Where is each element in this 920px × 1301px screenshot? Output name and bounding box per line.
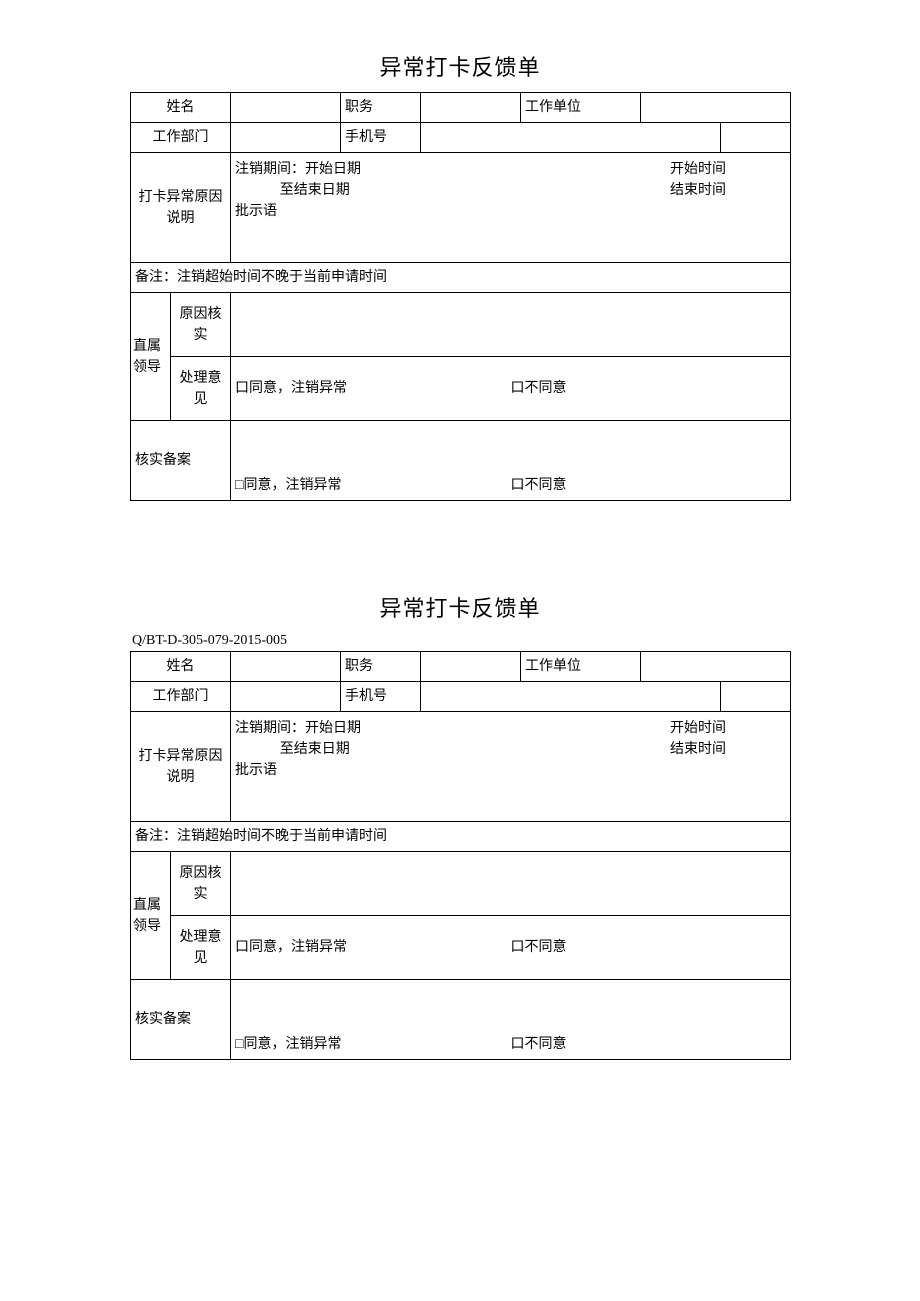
checkbox-agree-2[interactable]: □同意，注销异常: [235, 1034, 511, 1055]
label-work-unit: 工作单位: [521, 93, 641, 123]
field-blank: [721, 682, 791, 712]
label-comment: 批示语: [235, 760, 786, 781]
label-comment: 批示语: [235, 201, 786, 222]
note-text: 备注：注销超始时间不晚于当前申请时间: [131, 822, 791, 852]
label-opinion: 处理意见: [171, 916, 231, 980]
field-work-dept[interactable]: [231, 123, 341, 153]
field-reason[interactable]: 注销期间：开始日期 开始时间 至结束日期 结束时间 批示语: [231, 712, 791, 822]
row-basic-1: 姓名 职务 工作单位: [131, 93, 791, 123]
row-reason: 打卡异常原因说明 注销期间：开始日期 开始时间 至结束日期 结束时间 批示语: [131, 712, 791, 822]
field-position[interactable]: [421, 93, 521, 123]
field-verify-record[interactable]: □同意，注销异常 口不同意: [231, 421, 791, 501]
label-start-time: 开始时间: [670, 718, 786, 739]
field-phone[interactable]: [421, 123, 721, 153]
label-period-start-date: 注销期间：开始日期: [235, 159, 361, 180]
label-verify-record: 核实备案: [131, 421, 231, 501]
label-verify-record: 核实备案: [131, 980, 231, 1060]
row-note: 备注：注销超始时间不晚于当前申请时间: [131, 822, 791, 852]
label-opinion: 处理意见: [171, 357, 231, 421]
label-phone: 手机号: [341, 682, 421, 712]
label-reason: 打卡异常原因说明: [131, 153, 231, 263]
form-1: 异常打卡反馈单 姓名 职务 工作单位 工作部门 手机号: [130, 50, 790, 501]
field-opinion[interactable]: 口同意，注销异常 口不同意: [231, 357, 791, 421]
row-leader-verify: 直属领导 原因核实: [131, 852, 791, 916]
label-period-start-date: 注销期间：开始日期: [235, 718, 361, 739]
label-period-end-date: 至结束日期: [235, 180, 350, 201]
field-opinion[interactable]: 口同意，注销异常 口不同意: [231, 916, 791, 980]
field-reason-verify[interactable]: [231, 852, 791, 916]
checkbox-agree[interactable]: 口同意，注销异常: [235, 937, 511, 958]
checkbox-agree-2[interactable]: □同意，注销异常: [235, 475, 511, 496]
checkbox-disagree[interactable]: 口不同意: [511, 937, 787, 958]
doc-code: Q/BT-D-305-079-2015-005: [132, 633, 790, 649]
row-basic-1: 姓名 职务 工作单位: [131, 652, 791, 682]
page: 异常打卡反馈单 姓名 职务 工作单位 工作部门 手机号: [0, 0, 920, 1190]
row-basic-2: 工作部门 手机号: [131, 123, 791, 153]
label-work-unit: 工作单位: [521, 652, 641, 682]
row-leader-opinion: 处理意见 口同意，注销异常 口不同意: [131, 916, 791, 980]
field-reason-verify[interactable]: [231, 293, 791, 357]
field-work-dept[interactable]: [231, 682, 341, 712]
field-work-unit[interactable]: [641, 93, 791, 123]
feedback-form-table: 姓名 职务 工作单位 工作部门 手机号 打卡异常原因说明 注销期间：开始日期: [130, 92, 791, 501]
row-verify-record: 核实备案 □同意，注销异常 口不同意: [131, 421, 791, 501]
field-blank: [721, 123, 791, 153]
row-reason: 打卡异常原因说明 注销期间：开始日期 开始时间 至结束日期 结束时间 批示语: [131, 153, 791, 263]
label-reason-verify: 原因核实: [171, 852, 231, 916]
label-leader: 直属领导: [131, 293, 171, 421]
row-basic-2: 工作部门 手机号: [131, 682, 791, 712]
field-name[interactable]: [231, 652, 341, 682]
label-name: 姓名: [131, 93, 231, 123]
label-phone: 手机号: [341, 123, 421, 153]
label-period-end-date: 至结束日期: [235, 739, 350, 760]
field-work-unit[interactable]: [641, 652, 791, 682]
field-reason[interactable]: 注销期间：开始日期 开始时间 至结束日期 结束时间 批示语: [231, 153, 791, 263]
checkbox-disagree[interactable]: 口不同意: [511, 378, 787, 399]
checkbox-disagree-2[interactable]: 口不同意: [511, 475, 787, 496]
label-position: 职务: [341, 93, 421, 123]
label-leader: 直属领导: [131, 852, 171, 980]
row-note: 备注：注销超始时间不晚于当前申请时间: [131, 263, 791, 293]
field-position[interactable]: [421, 652, 521, 682]
label-work-dept: 工作部门: [131, 123, 231, 153]
label-position: 职务: [341, 652, 421, 682]
field-name[interactable]: [231, 93, 341, 123]
checkbox-disagree-2[interactable]: 口不同意: [511, 1034, 787, 1055]
note-text: 备注：注销超始时间不晚于当前申请时间: [131, 263, 791, 293]
row-leader-verify: 直属领导 原因核实: [131, 293, 791, 357]
form-title: 异常打卡反馈单: [130, 50, 790, 82]
row-verify-record: 核实备案 □同意，注销异常 口不同意: [131, 980, 791, 1060]
label-end-time: 结束时间: [670, 739, 786, 760]
label-reason: 打卡异常原因说明: [131, 712, 231, 822]
label-name: 姓名: [131, 652, 231, 682]
feedback-form-table: 姓名 职务 工作单位 工作部门 手机号 打卡异常原因说明 注销期间：开始日期: [130, 651, 791, 1060]
field-phone[interactable]: [421, 682, 721, 712]
field-verify-record[interactable]: □同意，注销异常 口不同意: [231, 980, 791, 1060]
form-title: 异常打卡反馈单: [130, 591, 790, 623]
label-work-dept: 工作部门: [131, 682, 231, 712]
label-start-time: 开始时间: [670, 159, 786, 180]
label-reason-verify: 原因核实: [171, 293, 231, 357]
row-leader-opinion: 处理意见 口同意，注销异常 口不同意: [131, 357, 791, 421]
form-2: 异常打卡反馈单 Q/BT-D-305-079-2015-005 姓名 职务 工作…: [130, 591, 790, 1060]
label-end-time: 结束时间: [670, 180, 786, 201]
checkbox-agree[interactable]: 口同意，注销异常: [235, 378, 511, 399]
